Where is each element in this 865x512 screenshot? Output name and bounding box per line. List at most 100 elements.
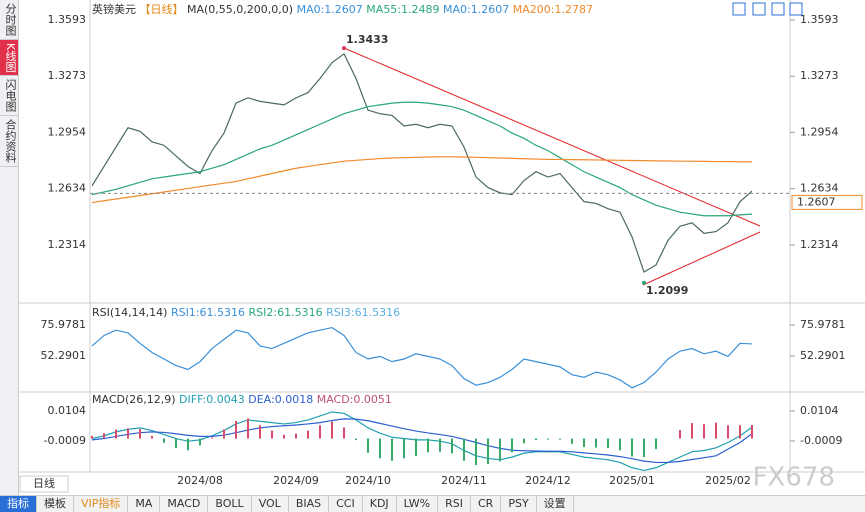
toolbar-button[interactable]: MACD	[160, 496, 209, 512]
toolbar-button[interactable]: CCI	[329, 496, 363, 512]
toolbar-button[interactable]: LW%	[397, 496, 439, 512]
y-tick-label: 1.3273	[48, 69, 87, 82]
y-tick-label: 1.2314	[800, 238, 839, 251]
panel-title: MACD(26,12,9)	[92, 393, 176, 406]
sidebar-tab[interactable]: 合约资料	[0, 116, 18, 168]
macd-bar	[559, 438, 561, 440]
toolbar-button[interactable]: CR	[471, 496, 502, 512]
macd-bar	[571, 438, 573, 444]
toolbar-button[interactable]: BOLL	[208, 496, 252, 512]
macd-bar	[187, 438, 189, 451]
legend-entry: DIFF:0.0043	[179, 393, 245, 406]
macd-bar	[211, 437, 213, 439]
toolbar-button[interactable]: VOL	[252, 496, 289, 512]
extreme-marker	[642, 280, 646, 285]
macd-bar	[487, 438, 489, 465]
macd-bar	[391, 438, 393, 461]
macd-bar	[463, 438, 465, 461]
x-tick-label: 2025/02	[705, 474, 751, 487]
legend-entry: MA200:1.2787	[513, 3, 593, 16]
macd-bar	[271, 430, 273, 439]
x-tick-label: 2024/12	[525, 474, 571, 487]
sidebar-tab[interactable]: 闪电图	[0, 76, 18, 117]
y-tick-label: 1.3273	[800, 69, 839, 82]
background	[18, 0, 865, 495]
toolbar-button[interactable]: VIP指标	[74, 496, 129, 512]
x-tick-label: 2024/08	[177, 474, 223, 487]
macd-bar	[595, 438, 597, 448]
y-tick-label: 0.0104	[48, 404, 87, 417]
macd-bar	[235, 421, 237, 439]
macd-bar	[739, 425, 741, 439]
macd-bar	[427, 438, 429, 453]
icon[interactable]	[771, 2, 785, 16]
macd-bar	[655, 438, 657, 450]
period-tab-box[interactable]	[19, 475, 69, 493]
toolbar-icons[interactable]	[732, 2, 803, 16]
macd-bar	[283, 434, 285, 439]
period: 【日线】	[140, 2, 184, 16]
icon[interactable]	[752, 2, 766, 16]
macd-bar	[91, 435, 93, 439]
icon[interactable]	[789, 2, 803, 16]
macd-bar	[175, 438, 177, 449]
series-line	[91, 156, 752, 204]
legend-entry: MA55:1.2489	[366, 3, 439, 16]
panel-title: RSI(14,14,14)	[92, 306, 167, 319]
y-tick-label: -0.0009	[44, 434, 86, 447]
macd-bar	[151, 435, 153, 439]
annotation: 1.2099	[646, 284, 688, 297]
macd-bar	[103, 433, 105, 439]
macd-bar	[643, 438, 645, 458]
x-tick-label: 2024/11	[441, 474, 487, 487]
macd-bar	[475, 438, 477, 466]
legend-entry: RSI2:61.5316	[249, 306, 323, 319]
macd-bar	[247, 418, 249, 439]
macd-bar	[523, 438, 525, 444]
macd-bar	[319, 425, 321, 439]
toolbar-button[interactable]: RSI	[438, 496, 471, 512]
macd-bar	[115, 429, 117, 439]
toolbar-button[interactable]: KDJ	[363, 496, 397, 512]
macd-bar	[751, 424, 753, 439]
chart: 英镑美元 【日线】 MA(0,55,0,200,0,0) MA0:1.2607 …	[18, 0, 865, 495]
macd-bar	[367, 438, 369, 453]
macd-bar	[631, 438, 633, 457]
macd-bar	[259, 425, 261, 439]
sidebar: 分时图 K线图 闪电图 合约资料	[0, 0, 19, 495]
macd-bar	[139, 428, 141, 439]
series-line	[91, 411, 753, 472]
period-tab[interactable]: 日线	[33, 476, 55, 490]
macd-bar	[163, 438, 165, 443]
toolbar-button[interactable]: PSY	[501, 496, 537, 512]
y-tick-label: 52.2901	[800, 349, 846, 362]
sidebar-tab[interactable]: 分时图	[0, 0, 18, 40]
toolbar-button[interactable]: 模板	[37, 496, 74, 512]
sidebar-tab[interactable]: K线图	[0, 40, 18, 77]
macd-bar	[535, 438, 537, 441]
y-tick-label: -0.0009	[800, 434, 842, 447]
y-tick-label: 1.2954	[800, 125, 839, 138]
macd-bar	[439, 438, 441, 452]
toolbar-button[interactable]: BIAS	[289, 496, 330, 512]
toolbar-button[interactable]: MA	[128, 496, 161, 512]
macd-bar	[511, 438, 513, 453]
toolbar-button[interactable]: 指标	[0, 496, 37, 512]
icon[interactable]	[732, 2, 746, 16]
y-tick-label: 1.3593	[48, 13, 87, 26]
macd-bar	[343, 427, 345, 439]
y-tick-label: 1.2634	[48, 182, 87, 195]
macd-bar	[295, 433, 297, 439]
chart-header: 英镑美元 【日线】 MA(0,55,0,200,0,0) MA0:1.2607 …	[92, 2, 593, 16]
macd-bar	[499, 438, 501, 462]
macd-bar	[307, 430, 309, 439]
legend-entry: DEA:0.0018	[248, 393, 313, 406]
toolbar-button[interactable]: 设置	[537, 496, 574, 512]
legend-entry: RSI1:61.5316	[171, 306, 245, 319]
macd-bar	[727, 425, 729, 439]
macd-bar	[223, 429, 225, 439]
legend-entry: MA0:1.2607	[297, 3, 363, 16]
macd-bar	[355, 438, 357, 441]
chart-title: 英镑美元	[92, 2, 136, 16]
